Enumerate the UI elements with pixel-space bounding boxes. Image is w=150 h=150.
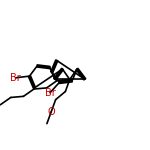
Text: O: O [47, 107, 55, 117]
Text: Br: Br [45, 88, 55, 98]
Text: Br: Br [10, 73, 21, 83]
